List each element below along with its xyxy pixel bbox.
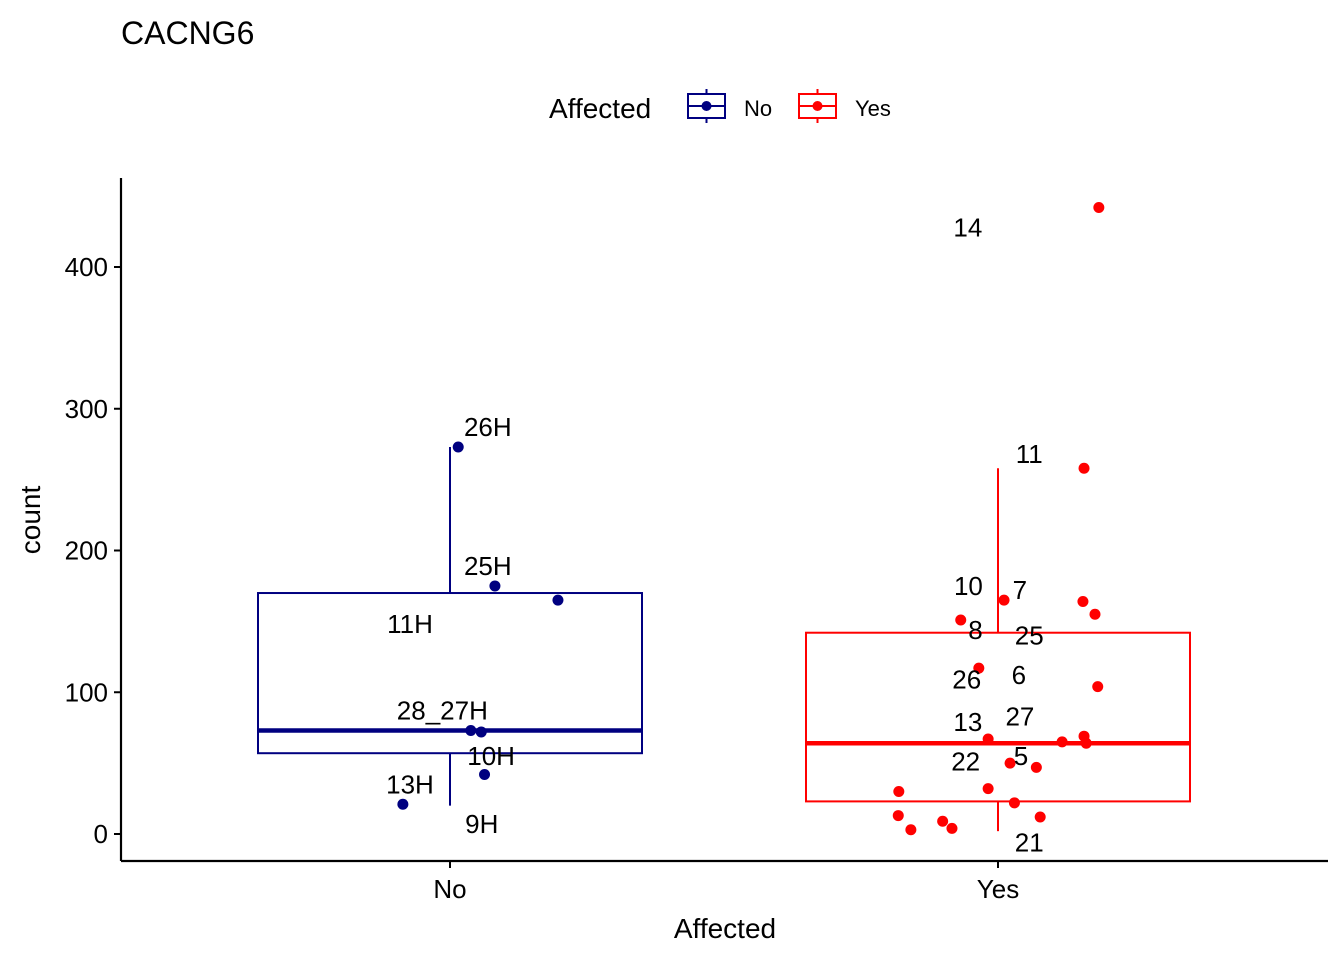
y-tick-label: 300 xyxy=(65,394,108,424)
data-point xyxy=(1077,596,1089,608)
chart-title: CACNG6 xyxy=(121,15,254,51)
point-label: 27 xyxy=(1005,701,1034,731)
data-point xyxy=(1034,811,1046,823)
data-point xyxy=(1089,608,1101,620)
box-iqr xyxy=(257,592,643,755)
point-label: 10 xyxy=(954,571,983,601)
data-point xyxy=(1030,761,1042,773)
point-label: 21 xyxy=(1015,828,1044,858)
point-label: 9H xyxy=(465,809,498,839)
data-point xyxy=(998,594,1010,606)
point-label: 11H xyxy=(387,609,433,639)
y-tick-label: 100 xyxy=(65,677,108,707)
data-point xyxy=(479,768,491,780)
point-label: 10H xyxy=(467,741,515,771)
legend-label: Yes xyxy=(855,96,891,121)
legend-key-yes: Yes xyxy=(798,89,891,123)
legend-key-no: No xyxy=(687,89,772,123)
data-point xyxy=(982,733,994,745)
data-point xyxy=(893,785,905,797)
point-label: 8 xyxy=(968,615,982,645)
data-point xyxy=(937,815,949,827)
point-label: 25 xyxy=(1015,621,1044,651)
x-tick-label: No xyxy=(433,874,466,904)
data-point xyxy=(892,810,904,822)
data-point xyxy=(905,824,917,836)
point-label: 7 xyxy=(1013,575,1027,605)
data-point xyxy=(1004,757,1016,769)
data-point xyxy=(955,614,967,626)
point-label: 26H xyxy=(464,412,512,442)
legend: Affected No Yes xyxy=(549,89,891,124)
data-point xyxy=(1093,201,1105,213)
point-label: 11 xyxy=(1016,439,1043,469)
data-point xyxy=(465,725,477,737)
legend-label: No xyxy=(744,96,772,121)
legend-point-glyph xyxy=(812,101,823,111)
data-point xyxy=(982,783,994,795)
legend-title: Affected xyxy=(549,93,651,124)
y-tick-label: 0 xyxy=(94,819,108,849)
y-axis-title: count xyxy=(15,486,46,555)
data-point xyxy=(475,726,487,738)
data-point xyxy=(489,580,501,592)
data-point xyxy=(397,798,409,810)
point-label: 14 xyxy=(953,212,982,242)
y-tick-label: 400 xyxy=(65,252,108,282)
y-tick-label: 200 xyxy=(65,536,108,566)
data-point xyxy=(1078,462,1090,474)
point-label: 13 xyxy=(953,707,982,737)
point-label: 13H xyxy=(386,769,434,799)
box-iqr xyxy=(805,631,1191,803)
data-point xyxy=(1092,681,1104,693)
data-point xyxy=(1008,797,1020,809)
point-label: 28_27H xyxy=(397,696,488,726)
data-point xyxy=(973,662,985,674)
point-label: 26 xyxy=(952,664,981,694)
box-no xyxy=(257,447,643,806)
data-point xyxy=(552,594,564,606)
point-label: 22 xyxy=(951,747,980,777)
box-yes xyxy=(805,468,1191,832)
data-point xyxy=(1056,736,1068,748)
point-label: 5 xyxy=(1014,741,1028,771)
x-axis-title: Affected xyxy=(674,913,776,944)
point-label: 6 xyxy=(1012,660,1026,690)
x-tick-label: Yes xyxy=(977,874,1019,904)
data-point xyxy=(946,822,958,834)
data-point xyxy=(452,441,464,453)
data-point xyxy=(1080,737,1092,749)
legend-point-glyph xyxy=(701,101,712,111)
point-label: 25H xyxy=(464,551,512,581)
